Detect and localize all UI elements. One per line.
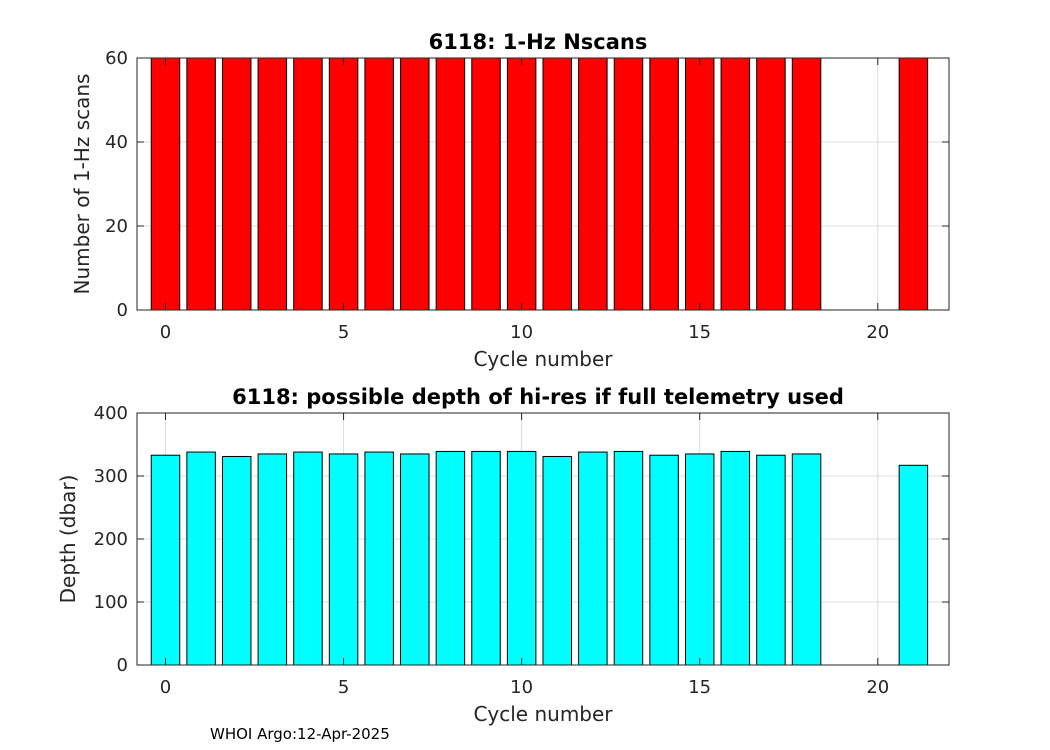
chart-nscans: 0 5 10 15 20 0 20 40 60 6118: 1-Hz Nscans Cycle nu… <box>70 30 950 371</box>
bar-cycle-5 <box>328 453 359 666</box>
y-tick-label: 300 <box>94 466 128 487</box>
bar-cycle-1 <box>186 57 216 311</box>
x-tick-label: 0 <box>160 677 171 698</box>
bar-cycle-18 <box>791 57 822 311</box>
x-tick-label: 20 <box>866 677 889 698</box>
y-tick-label: 200 <box>94 529 128 550</box>
bar-cycle-5 <box>328 57 359 311</box>
y-axis-label: Number of 1-Hz scans <box>70 74 94 295</box>
bar-cycle-11 <box>542 455 572 666</box>
bar-cycle-7 <box>400 453 430 666</box>
x-axis-label: Cycle number <box>473 347 613 371</box>
y-tick-label: 20 <box>105 216 128 237</box>
bar-cycle-7 <box>400 57 430 311</box>
y-tick-label: 0 <box>117 655 128 676</box>
y-tick-label: 100 <box>94 592 128 613</box>
bar-cycle-13 <box>613 57 644 311</box>
bar-cycle-4 <box>293 57 323 311</box>
bar-cycle-3 <box>257 453 288 666</box>
bar-cycle-14 <box>649 454 679 666</box>
y-tick-label: 0 <box>117 300 128 321</box>
bar-cycle-21 <box>898 57 929 311</box>
bar-cycle-12 <box>578 451 608 666</box>
bar-cycle-1 <box>186 451 216 666</box>
y-tick-label: 40 <box>105 132 128 153</box>
bar-cycle-21 <box>898 464 929 666</box>
x-tick-label: 15 <box>688 677 711 698</box>
bar-cycle-10 <box>506 450 537 666</box>
x-axis-label: Cycle number <box>473 702 613 726</box>
bar-cycle-8 <box>435 57 466 311</box>
x-tick-label: 20 <box>866 322 889 343</box>
bar-cycle-2 <box>221 455 252 666</box>
y-tick-label: 60 <box>105 48 128 69</box>
axes-box <box>136 57 950 311</box>
bar-cycle-11 <box>542 57 572 311</box>
bar-cycle-15 <box>684 57 715 311</box>
bar-cycle-17 <box>756 454 786 666</box>
chart-title: 6118: 1-Hz Nscans <box>429 30 648 54</box>
bar-cycle-17 <box>756 57 786 311</box>
bar-cycle-10 <box>506 57 537 311</box>
bar-cycle-14 <box>649 57 679 311</box>
bar-cycle-15 <box>684 453 715 666</box>
bar-cycle-0 <box>150 57 181 311</box>
chart-title: 6118: possible depth of hi-res if full t… <box>232 385 844 409</box>
footer-stamp: WHOI Argo:12-Apr-2025 <box>210 725 390 743</box>
bar-cycle-16 <box>720 450 751 666</box>
bar-cycle-3 <box>257 57 288 311</box>
bar-cycle-13 <box>613 450 644 666</box>
bar-cycle-4 <box>293 451 323 666</box>
x-tick-label: 10 <box>510 677 533 698</box>
bar-cycle-18 <box>791 453 822 666</box>
bar-cycle-16 <box>720 57 751 311</box>
bar-cycle-8 <box>435 450 466 666</box>
bar-cycle-6 <box>364 57 394 311</box>
y-tick-label: 400 <box>94 403 128 424</box>
y-axis-label: Depth (dbar) <box>56 475 80 604</box>
bar-cycle-9 <box>471 57 501 311</box>
bar-cycle-2 <box>221 57 252 311</box>
bar-cycle-12 <box>578 57 608 311</box>
bar-cycle-9 <box>471 450 501 666</box>
x-tick-label: 15 <box>688 322 711 343</box>
x-tick-label: 0 <box>160 322 171 343</box>
x-tick-label: 5 <box>338 677 349 698</box>
x-tick-label: 10 <box>510 322 533 343</box>
bar-cycle-0 <box>150 454 181 666</box>
bar-cycle-6 <box>364 451 394 666</box>
x-tick-label: 5 <box>338 322 349 343</box>
